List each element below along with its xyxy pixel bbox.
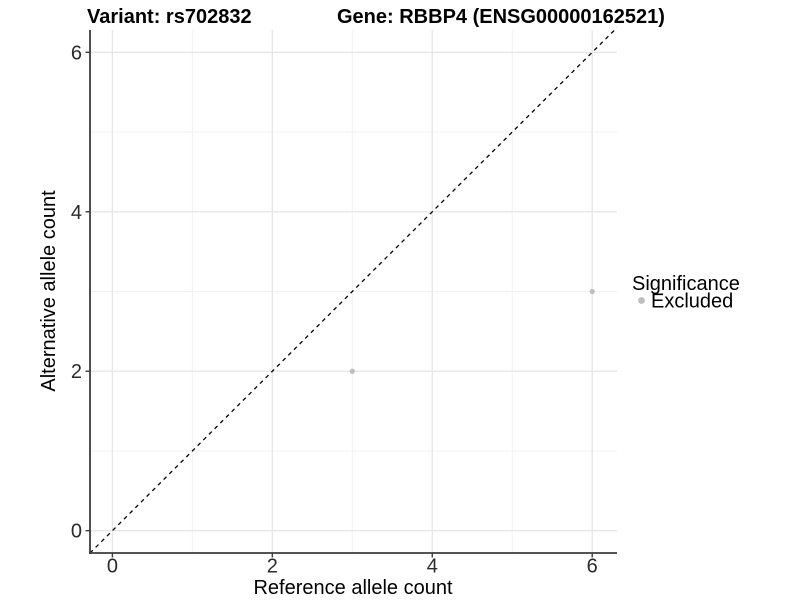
x-tick-label: 4	[427, 556, 438, 578]
y-axis-title: Alternative allele count	[38, 190, 60, 392]
axis-tick-labels: 0 2 4 6 0 2 4 6	[71, 42, 598, 577]
gene-title: Gene: RBBP4 (ENSG00000162521)	[337, 6, 665, 28]
legend-title: Significance	[632, 273, 740, 295]
data-points	[349, 288, 595, 374]
data-point	[349, 368, 355, 374]
y-tick-label: 6	[71, 42, 82, 64]
legend-item-label-excluded: Excluded	[651, 291, 733, 313]
identity-line	[89, 27, 618, 554]
y-tick-label: 4	[71, 202, 82, 224]
legend-key-excluded-dot	[638, 297, 645, 304]
y-tick-label: 0	[71, 521, 82, 543]
x-axis-title: Reference allele count	[253, 577, 452, 599]
identity-reference-line	[89, 27, 618, 554]
x-tick-label: 0	[107, 556, 118, 578]
y-tick-label: 2	[71, 361, 82, 383]
x-tick-label: 2	[267, 556, 278, 578]
legend: Significance Excluded	[632, 273, 740, 313]
axis-lines	[89, 30, 617, 554]
variant-title: Variant: rs702832	[87, 6, 252, 28]
data-point	[589, 288, 595, 295]
gridlines-minor	[90, 30, 617, 553]
x-tick-label: 6	[587, 556, 598, 578]
gridlines-major	[90, 30, 617, 553]
axis-tick-marks	[85, 51, 593, 558]
